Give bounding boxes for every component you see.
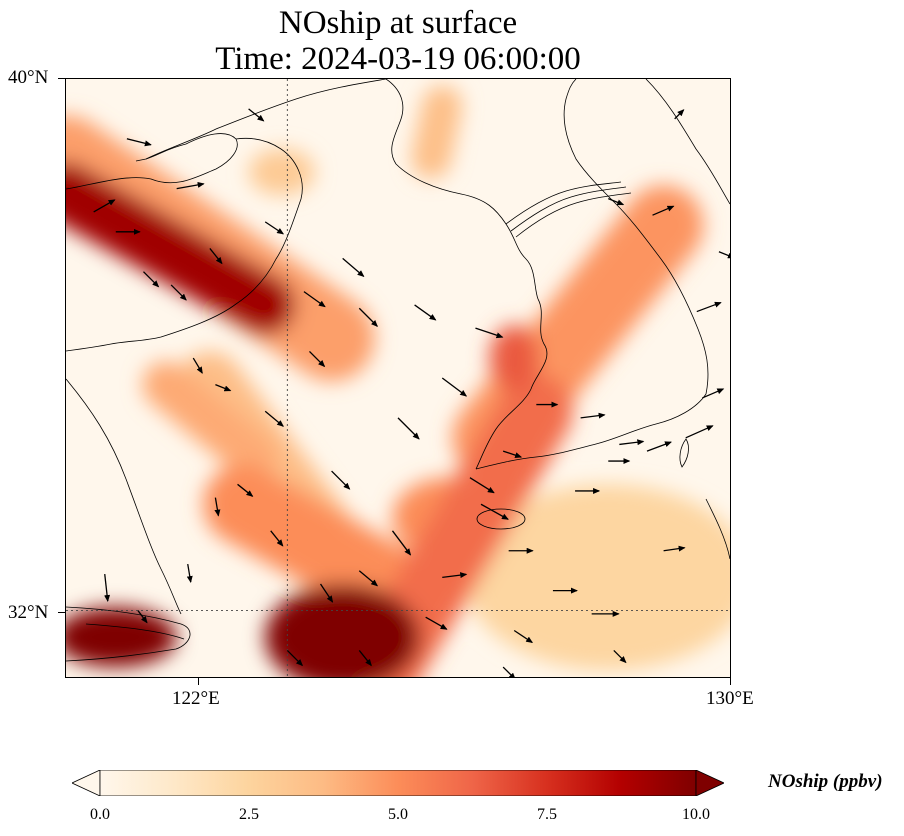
emission-band (142, 361, 278, 481)
wind-arrow (414, 304, 437, 321)
wind-arrow (192, 357, 203, 374)
wind-arrow (143, 271, 160, 288)
border-korea-dmz-2 (510, 186, 627, 232)
colorbar (72, 770, 724, 796)
wind-arrow (237, 483, 254, 497)
emission-band (203, 464, 438, 631)
wind-arrow (342, 257, 365, 278)
map-panel (65, 78, 731, 678)
wind-arrow (137, 610, 148, 624)
coastline-jiangsu (66, 378, 182, 615)
wind-arrow (469, 477, 495, 494)
coastline-korea-south (475, 393, 707, 470)
wind-arrow (718, 251, 730, 259)
emission-hotspot (265, 583, 421, 677)
colorbar-tick-2.5: 2.5 (239, 806, 259, 823)
wind-arrow (674, 109, 685, 120)
wind-arrow (502, 666, 516, 677)
wind-arrow (391, 530, 412, 556)
wind-arrow (442, 572, 468, 579)
coastline-yangtze (66, 606, 191, 662)
coastline-japan-kyushu (705, 498, 730, 560)
wind-arrow (170, 284, 187, 301)
wind-arrow (358, 307, 378, 327)
wind-arrow (513, 629, 534, 644)
wind-arrow (646, 441, 672, 452)
colorbar-tick-10: 10.0 (682, 806, 710, 823)
border-korea-dmz-1 (505, 181, 622, 225)
plot-subtitle-time: Time: 2024-03-19 06:00:00 (215, 41, 581, 77)
wind-arrow (104, 573, 111, 603)
lon-tick-label-122E: 122°E (172, 688, 220, 709)
wind-arrow (319, 583, 334, 603)
wind-arrow (214, 497, 221, 517)
wind-arrow (331, 470, 351, 490)
wind-arrow (608, 197, 625, 206)
wind-arrow (126, 138, 152, 147)
wind-arrow (685, 425, 714, 439)
wind-arrow (303, 291, 326, 308)
wind-arrow (619, 439, 645, 446)
wind-arrow (264, 221, 285, 235)
wind-arrow (652, 205, 675, 216)
emission-hotspot (248, 148, 315, 196)
colorbar-tick-5: 5.0 (388, 806, 408, 823)
wind-arrow (480, 503, 509, 520)
emission-band (66, 162, 296, 335)
wind-arrow (264, 410, 284, 427)
coastline-liaodong (145, 79, 387, 160)
wind-arrow (176, 181, 205, 190)
wind-vectors (93, 108, 730, 677)
lat-tick-mark-40N (58, 78, 65, 79)
colorbar-extend-max (695, 770, 724, 796)
wind-arrow (702, 388, 725, 399)
wind-arrow (441, 377, 468, 397)
lat-tick-label-40N: 40°N (8, 67, 49, 88)
lon-tick-mark-130E (730, 678, 731, 685)
emission-hotspot (66, 607, 177, 668)
coastline-yangtze-inner (85, 623, 185, 640)
wind-arrow (696, 301, 722, 313)
coastline-korea-northeast (645, 79, 730, 205)
wind-arrow (502, 450, 523, 459)
wind-arrow (309, 350, 326, 368)
lon-tick-label-130E: 130°E (706, 688, 754, 709)
colorbar-label: NOship (ppbv) (768, 771, 883, 792)
lat-tick-mark-32N (58, 612, 65, 613)
wind-arrow (270, 530, 284, 547)
colorbar-tick-0: 0.0 (90, 806, 110, 823)
emission-hotspot (489, 324, 540, 392)
emission-band (411, 85, 463, 179)
wind-arrow (425, 616, 448, 630)
wind-arrow (475, 327, 504, 339)
plot-title: NOship at surface (278, 5, 518, 41)
gridlines (66, 79, 730, 677)
wind-arrow (358, 650, 372, 667)
border-korea-dmz-3 (515, 192, 632, 238)
colorbar-tick-7.5: 7.5 (537, 806, 557, 823)
wind-arrow (663, 545, 686, 552)
wind-arrow (215, 384, 232, 392)
island-jeju (476, 508, 526, 530)
coastline-shandong-north (66, 133, 238, 190)
wind-arrow (186, 563, 193, 584)
wind-arrow (358, 570, 379, 587)
wind-arrow (580, 412, 606, 419)
coastline-korea-west (475, 298, 548, 470)
wind-arrow (613, 649, 627, 664)
colorbar-extend-min (72, 770, 101, 796)
coastlines (66, 79, 730, 662)
wind-arrow (397, 417, 420, 440)
lat-tick-label-32N: 32°N (8, 602, 49, 623)
emission-hotspot (464, 484, 730, 671)
wind-arrow (248, 108, 265, 122)
lon-tick-mark-122E (198, 678, 199, 685)
coastline-korea-northwest (385, 79, 539, 300)
wind-arrow (286, 649, 304, 667)
wind-arrow (209, 248, 223, 265)
coastline-korea-east (563, 79, 709, 395)
island-tsushima (679, 438, 689, 468)
wind-arrow (93, 199, 116, 213)
colorbar-gradient (99, 770, 697, 796)
